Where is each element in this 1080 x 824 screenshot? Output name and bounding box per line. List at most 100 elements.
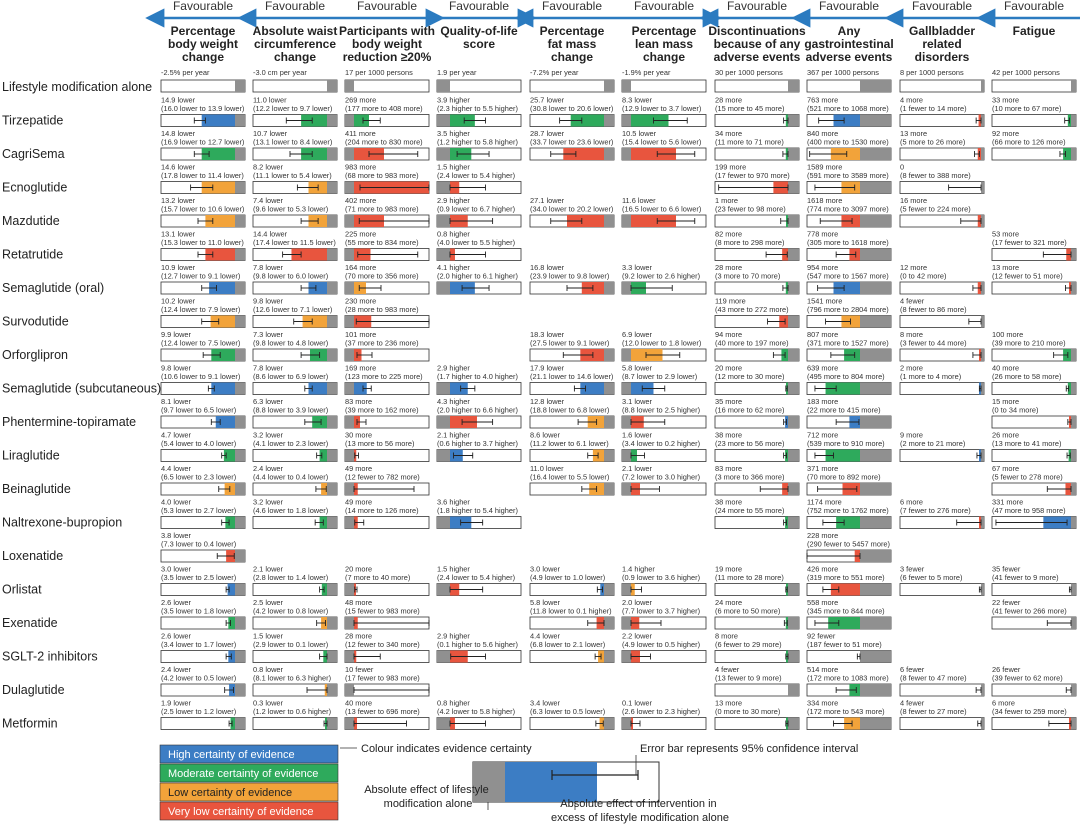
- effect-bar: [580, 382, 604, 395]
- cell-value: 1.9 lower: [161, 699, 192, 708]
- baseline-segment: [981, 215, 984, 227]
- baseline-bar: [1071, 80, 1076, 92]
- effect-bar: [301, 148, 327, 160]
- cell-value: 11.0 lower: [253, 96, 287, 105]
- effect-bar: [211, 382, 235, 395]
- baseline-segment: [345, 684, 354, 696]
- effect-bar: [354, 114, 369, 127]
- cell-ci: (3.5 lower to 1.8 lower): [161, 607, 236, 616]
- cell-value: 9.9 lower: [161, 330, 192, 339]
- baseline-segment: [604, 382, 614, 395]
- baseline-segment: [437, 449, 450, 462]
- cell-value: 840 more: [807, 129, 838, 138]
- cell-ci: (41 fewer to 9 more): [992, 573, 1059, 582]
- cell-ci: (1.7 higher to 4.0 higher): [437, 372, 518, 381]
- bar-frame: [899, 114, 985, 127]
- cell-ci: (4.2 lower to 0.5 lower): [161, 674, 236, 683]
- baseline-segment: [981, 583, 984, 596]
- cell-ci: (17 fewer to 983 more): [345, 674, 420, 683]
- baseline-bar-frame: [899, 79, 985, 93]
- bar-frame: [991, 382, 1077, 395]
- baseline-segment: [622, 617, 631, 629]
- column-title: Quality-of-life: [440, 24, 518, 38]
- baseline-segment: [437, 382, 450, 395]
- cell-value: 2.9 higher: [437, 364, 470, 373]
- cell-ci: (3.4 lower to 0.2 higher): [622, 439, 700, 448]
- baseline-bar-frame: [344, 79, 430, 93]
- bar-frame: [899, 348, 985, 362]
- baseline-bar-frame: [621, 79, 707, 93]
- cell-ci: (23 fewer to 98 more): [715, 205, 786, 214]
- cell-value: 1618 more: [807, 196, 842, 205]
- cell-value: 4.4 lower: [161, 464, 192, 473]
- cell-value: 26 more: [992, 431, 1019, 440]
- cell-value: 13.1 lower: [161, 230, 196, 239]
- cell-value: 2.9 higher: [437, 196, 470, 205]
- cell-value: 10.7 lower: [253, 129, 288, 138]
- baseline-segment: [604, 349, 614, 361]
- baseline-segment: [981, 181, 984, 194]
- column-title: Gallbladder: [909, 24, 975, 38]
- cell-ci: (177 more to 408 more): [345, 104, 423, 113]
- column-title: Fatigue: [1013, 24, 1056, 38]
- baseline-segment: [235, 248, 245, 261]
- cell-ci: (5 fewer to 278 more): [992, 473, 1063, 482]
- cell-value: 9.8 lower: [253, 297, 284, 306]
- effect-bar: [567, 215, 604, 227]
- cell-ci: (9.8 lower to 4.8 lower): [253, 339, 328, 348]
- cell-ci: (13 more to 41 more): [992, 439, 1061, 448]
- cell-value: 3.1 lower: [622, 397, 653, 406]
- cell-ci: (12 fewer to 51 more): [992, 272, 1063, 281]
- baseline-segment: [1071, 483, 1076, 495]
- baseline-segment: [860, 382, 891, 395]
- cell-value: 558 more: [807, 598, 838, 607]
- cell-value: 101 more: [345, 330, 376, 339]
- favourable-label: Favourable: [542, 0, 602, 13]
- cell-ci: (3 more to 366 more): [715, 473, 784, 482]
- baseline-bar: [327, 80, 337, 92]
- effect-bar: [223, 449, 235, 462]
- cell-value: 0: [900, 163, 904, 172]
- cell-value: 6.9 lower: [622, 330, 653, 339]
- baseline-segment: [327, 717, 337, 730]
- baseline-segment: [788, 684, 799, 696]
- baseline-segment: [604, 583, 614, 596]
- cell-ci: (2.9 lower to 0.1 lower): [253, 640, 328, 649]
- cell-value: 4 fewer: [900, 699, 925, 708]
- cell-ci: (495 more to 804 more): [807, 372, 885, 381]
- cell-value: 82 more: [715, 230, 742, 239]
- legend-categories: High certainty of evidence Moderate certa…: [159, 744, 339, 821]
- baseline-bar-frame: [714, 79, 800, 93]
- effect-bar: [209, 282, 235, 294]
- cell-value: 3.5 higher: [437, 129, 470, 138]
- column-title: related: [922, 37, 961, 51]
- legend-category-label: Low certainty of evidence: [168, 787, 292, 799]
- cell-value: 24 more: [715, 598, 742, 607]
- cell-value: 2.6 lower: [161, 632, 192, 641]
- cell-value: 9.8 lower: [161, 364, 192, 373]
- effect-bar: [308, 282, 327, 294]
- cell-ci: (5.4 lower to 4.0 lower): [161, 439, 236, 448]
- cell-ci: (43 more to 272 more): [715, 305, 789, 314]
- column-title: body weight: [168, 37, 238, 51]
- cell-ci: (10.6 lower to 9.1 lower): [161, 372, 240, 381]
- cell-ci: (12 more to 30 more): [715, 372, 784, 381]
- cell-value: 38 more: [715, 498, 742, 507]
- cell-value: 92 fewer: [807, 632, 836, 641]
- cell-value: 164 more: [345, 263, 376, 272]
- cell-ci: (16.5 lower to 6.6 lower): [622, 205, 701, 214]
- baseline-segment: [788, 717, 799, 730]
- baseline-segment: [235, 650, 245, 663]
- baseline-segment: [981, 315, 984, 328]
- baseline-segment: [235, 382, 245, 395]
- bar-frame: [899, 683, 985, 697]
- baseline-segment: [235, 684, 245, 696]
- bar-frame: [899, 147, 985, 161]
- baseline-segment: [437, 181, 450, 194]
- baseline-segment: [860, 717, 891, 730]
- legend-category-label: High certainty of evidence: [168, 749, 295, 761]
- legend-swatch: [159, 782, 339, 802]
- cell-value: 28 more: [715, 96, 742, 105]
- bar-frame: [899, 583, 985, 596]
- legend-category-label: Very low certainty of evidence: [168, 806, 314, 818]
